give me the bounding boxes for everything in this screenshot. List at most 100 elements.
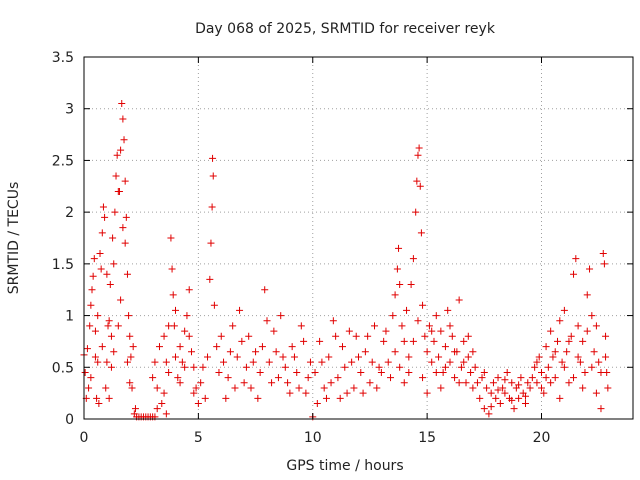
data-point — [531, 363, 539, 371]
data-point — [172, 353, 179, 361]
data-point — [336, 394, 344, 402]
data-point — [91, 327, 99, 335]
data-point — [297, 322, 305, 330]
data-point — [270, 327, 278, 335]
data-point — [181, 327, 189, 335]
data-point — [595, 358, 603, 366]
data-point — [87, 301, 95, 309]
data-point — [567, 332, 575, 340]
data-point — [572, 255, 580, 263]
data-point — [549, 353, 557, 361]
data-point — [565, 337, 573, 345]
data-point — [565, 379, 573, 387]
data-point — [131, 405, 139, 413]
data-point — [579, 384, 587, 392]
data-point — [521, 399, 529, 407]
data-point — [304, 374, 312, 382]
data-point — [496, 399, 504, 407]
data-point — [185, 286, 193, 294]
data-point — [199, 363, 207, 371]
data-point — [174, 374, 182, 382]
data-point — [334, 374, 342, 382]
data-point — [322, 394, 330, 402]
data-point — [125, 312, 133, 320]
data-point — [318, 358, 326, 366]
data-point — [380, 337, 388, 345]
data-point — [114, 322, 122, 330]
data-point — [94, 312, 102, 320]
data-point — [325, 353, 333, 361]
data-point — [467, 368, 475, 376]
data-point — [83, 345, 91, 353]
data-point — [364, 332, 372, 340]
data-point — [247, 384, 255, 392]
data-point — [391, 348, 399, 356]
data-point — [494, 386, 502, 394]
data-point — [343, 389, 351, 397]
data-point — [515, 381, 523, 389]
data-point — [201, 394, 209, 402]
data-point — [501, 389, 509, 397]
data-point — [428, 327, 436, 335]
data-points — [80, 100, 612, 421]
data-point — [149, 374, 157, 382]
x-tick-label: 10 — [304, 430, 322, 446]
data-point — [377, 368, 385, 376]
data-point — [236, 306, 244, 314]
data-point — [560, 306, 568, 314]
data-point — [361, 348, 369, 356]
data-point — [419, 301, 427, 309]
data-point — [348, 358, 356, 366]
data-point — [86, 322, 94, 330]
data-point — [192, 384, 200, 392]
data-point — [403, 306, 411, 314]
data-point — [87, 374, 95, 382]
data-point — [478, 374, 486, 382]
data-point — [153, 405, 161, 413]
data-point — [473, 379, 481, 387]
data-point — [430, 337, 438, 345]
data-point — [423, 389, 431, 397]
data-point — [81, 368, 89, 376]
data-point — [110, 260, 118, 268]
data-point — [476, 394, 484, 402]
data-point — [158, 399, 166, 407]
data-point — [215, 368, 223, 376]
data-point — [464, 332, 472, 340]
data-point — [190, 389, 198, 397]
data-point — [327, 379, 335, 387]
data-point — [526, 384, 534, 392]
data-point — [570, 270, 578, 278]
y-tick-label: 3 — [65, 102, 74, 118]
data-point — [462, 379, 470, 387]
data-point — [425, 322, 433, 330]
data-point — [208, 203, 216, 211]
data-point — [494, 374, 502, 382]
data-point — [284, 379, 292, 387]
data-point — [107, 332, 115, 340]
data-point — [332, 332, 340, 340]
data-point — [122, 213, 130, 221]
data-point — [254, 394, 262, 402]
data-point — [242, 363, 250, 371]
data-point — [542, 374, 550, 382]
chart-title: Day 068 of 2025, SRMTID for receiver rey… — [195, 21, 496, 37]
data-point — [290, 353, 298, 361]
data-point — [400, 337, 408, 345]
data-point — [604, 384, 612, 392]
data-point — [393, 265, 401, 273]
data-point — [547, 379, 555, 387]
data-point — [391, 291, 399, 299]
data-point — [258, 343, 266, 351]
data-point — [510, 405, 518, 413]
data-point — [448, 332, 456, 340]
data-point — [281, 363, 289, 371]
data-point — [432, 368, 440, 376]
data-point — [483, 384, 491, 392]
data-point — [320, 384, 328, 392]
data-point — [245, 332, 253, 340]
data-point — [104, 322, 112, 330]
data-point — [256, 368, 264, 376]
data-point — [313, 399, 321, 407]
data-point — [508, 379, 516, 387]
